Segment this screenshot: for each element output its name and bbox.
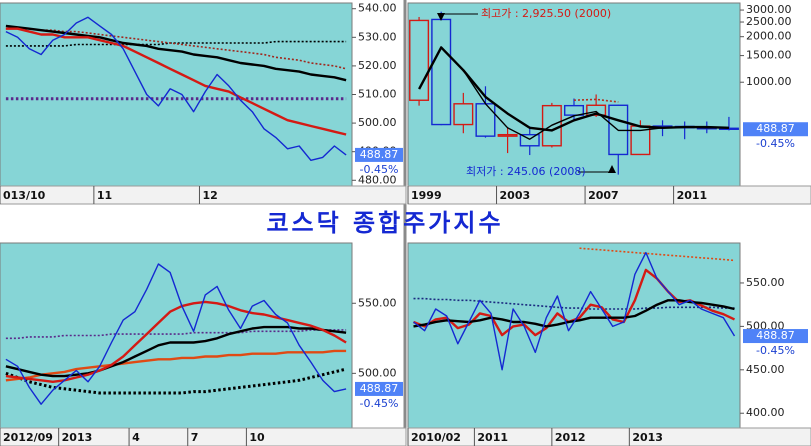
price-line: [413, 297, 735, 310]
x-tick-label: 10: [249, 431, 265, 444]
plot-area: [407, 242, 741, 429]
y-tick-label: 2000.00: [746, 30, 792, 43]
price-line: [5, 300, 347, 383]
price-line: [5, 27, 347, 136]
price-line: [5, 329, 347, 340]
x-tick-label: 4: [132, 431, 140, 444]
last-price: 488.87: [360, 382, 399, 395]
x-tick-label: 2010/02: [411, 431, 461, 444]
last-price-box: [355, 147, 403, 162]
y-tick-label: 500.00: [358, 116, 397, 129]
y-tick-label: 550.00: [358, 296, 397, 309]
y-tick-label: 400.00: [746, 406, 785, 419]
x-axis-band: [0, 185, 407, 205]
last-price-box: [355, 381, 403, 396]
annotation-arrow: [437, 13, 478, 21]
x-axis-band: [407, 427, 811, 446]
x-tick-label: 013/10: [3, 189, 46, 202]
price-change: -0.45%: [360, 163, 399, 176]
last-price-box: [743, 329, 808, 344]
candle-body: [718, 127, 739, 130]
last-price: 488.87: [360, 148, 399, 161]
plot-layer: [413, 247, 736, 371]
candle-body: [453, 103, 474, 126]
plot-layer: [5, 16, 347, 161]
price-line: [413, 251, 736, 371]
candle-body: [519, 133, 540, 147]
y-tick-label: 480.00: [358, 173, 397, 186]
y-tick-label: 510.00: [358, 88, 397, 101]
candle-body: [431, 18, 452, 126]
last-price: 488.87: [756, 329, 795, 342]
last-price-box: [743, 122, 808, 137]
plot-layer: [5, 263, 347, 405]
x-tick-label: 7: [191, 431, 199, 444]
price-line: [579, 247, 735, 262]
annotation: 최저가 : 245.06 (2008): [466, 165, 586, 178]
y-tick-label: 540.00: [358, 2, 397, 15]
x-tick-label: 2011: [677, 189, 708, 202]
x-tick-label: 11: [97, 189, 112, 202]
price-line: [5, 24, 347, 82]
plot-area: [0, 242, 353, 429]
y-tick-label: 1000.00: [746, 75, 792, 88]
x-tick-label: 1999: [411, 189, 442, 202]
x-tick-label: 2003: [500, 189, 531, 202]
annotation: 최고가 : 2,925.50 (2000): [481, 7, 611, 20]
y-tick-label: 450.00: [746, 363, 785, 376]
y-tick-label: 1500.00: [746, 49, 792, 62]
candle-body: [497, 133, 518, 137]
candle-body: [475, 103, 496, 137]
price-change: -0.45%: [360, 397, 399, 410]
x-tick-label: 2013: [62, 431, 93, 444]
candle-body: [586, 104, 607, 116]
x-tick-label: 2013: [632, 431, 663, 444]
price-line: [5, 16, 347, 161]
y-tick-label: 2500.00: [746, 15, 792, 28]
x-tick-label: 12: [202, 189, 217, 202]
price-line: [5, 27, 347, 70]
y-tick-label: 550.00: [746, 276, 785, 289]
plot-layer: [409, 11, 739, 175]
page-title: 코스닥 종합주가지수: [266, 209, 503, 237]
annotation-arrow: [578, 165, 616, 173]
price-line: [5, 40, 347, 47]
x-tick-label: 2012/09: [3, 431, 53, 444]
y-tick-label: 500.00: [358, 366, 397, 379]
price-line: [573, 98, 619, 103]
x-tick-label: 2007: [588, 189, 619, 202]
candle-body: [564, 104, 584, 116]
y-tick-label: 520.00: [358, 59, 397, 72]
price-line: [5, 263, 347, 405]
y-tick-label: 530.00: [358, 30, 397, 43]
price-change: -0.45%: [756, 137, 795, 150]
price-line: [5, 367, 347, 395]
x-tick-label: 2012: [555, 431, 586, 444]
x-axis-band: [0, 427, 407, 446]
price-change: -0.45%: [756, 344, 795, 357]
price-line: [5, 349, 347, 382]
price-line: [418, 46, 729, 132]
plot-area: [407, 2, 741, 187]
x-tick-label: 2011: [477, 431, 508, 444]
y-tick-label: 3000.00: [746, 3, 792, 16]
last-price: 488.87: [756, 122, 795, 135]
